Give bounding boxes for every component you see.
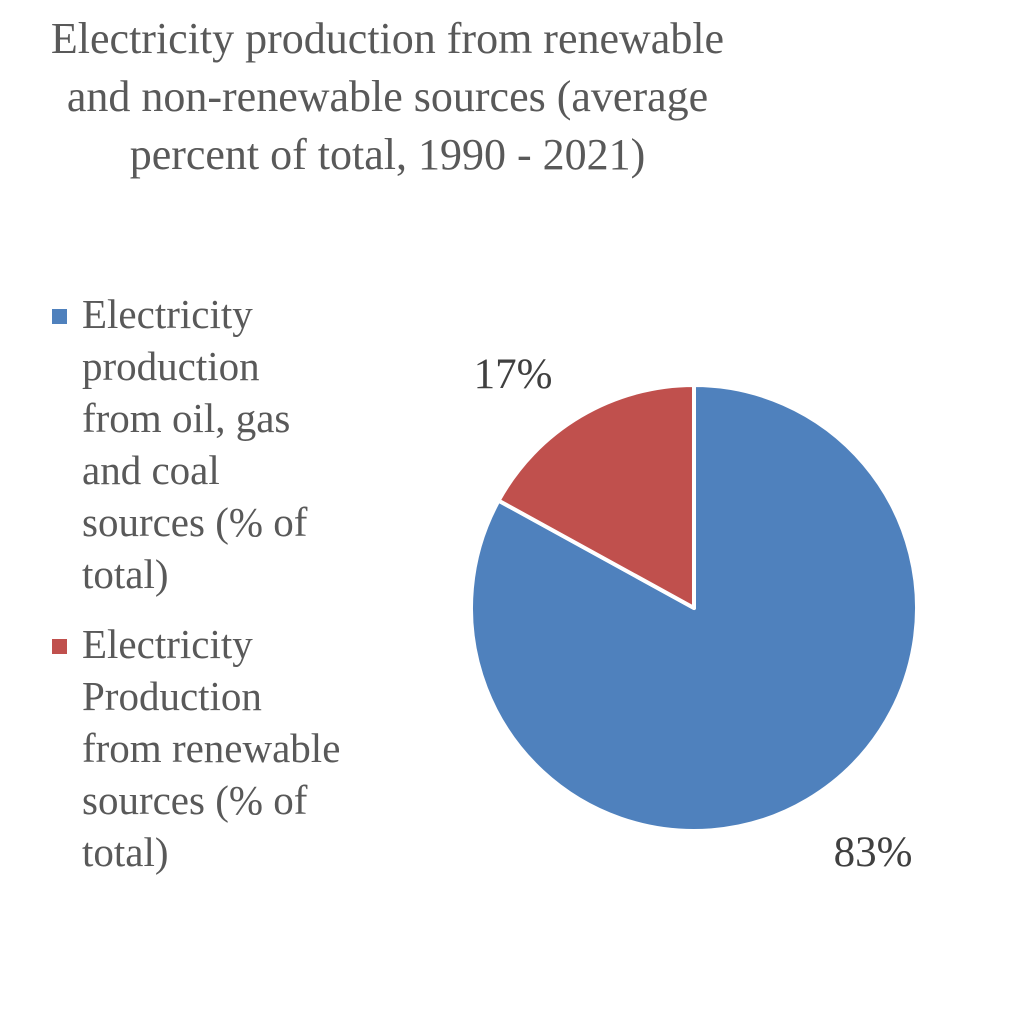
data-label-nonrenewable: 83% (834, 829, 913, 876)
legend-swatch-nonrenewable (52, 309, 67, 324)
legend-item-nonrenewable: Electricity production from oil, gas and… (52, 288, 382, 600)
chart-title: Electricity production from renewable an… (0, 10, 775, 184)
legend-label-line: from renewable (82, 725, 341, 771)
chart-title-line: and non-renewable sources (average (66, 72, 709, 121)
legend: Electricity production from oil, gas and… (52, 288, 382, 896)
legend-label-line: production (82, 343, 260, 389)
pie-slice-renewable (496, 383, 696, 610)
legend-label-line: sources (% of (82, 499, 308, 545)
pie-slice-nonrenewable (469, 383, 919, 833)
legend-label-line: from oil, gas (82, 395, 291, 441)
legend-swatch-renewable (52, 639, 67, 654)
data-label-renewable: 17% (474, 351, 553, 398)
legend-label-line: total) (82, 829, 169, 875)
legend-label-line: total) (82, 551, 169, 597)
chart-title-line: Electricity production from renewable (50, 14, 725, 63)
legend-item-renewable: Electricity Production from renewable so… (52, 618, 382, 878)
legend-label-line: Electricity (82, 291, 253, 337)
legend-label-line: and coal (82, 447, 220, 493)
legend-label-line: sources (% of (82, 777, 308, 823)
legend-label-line: Electricity (82, 621, 253, 667)
chart-title-line: percent of total, 1990 - 2021) (129, 130, 646, 179)
legend-label-line: Production (82, 673, 262, 719)
